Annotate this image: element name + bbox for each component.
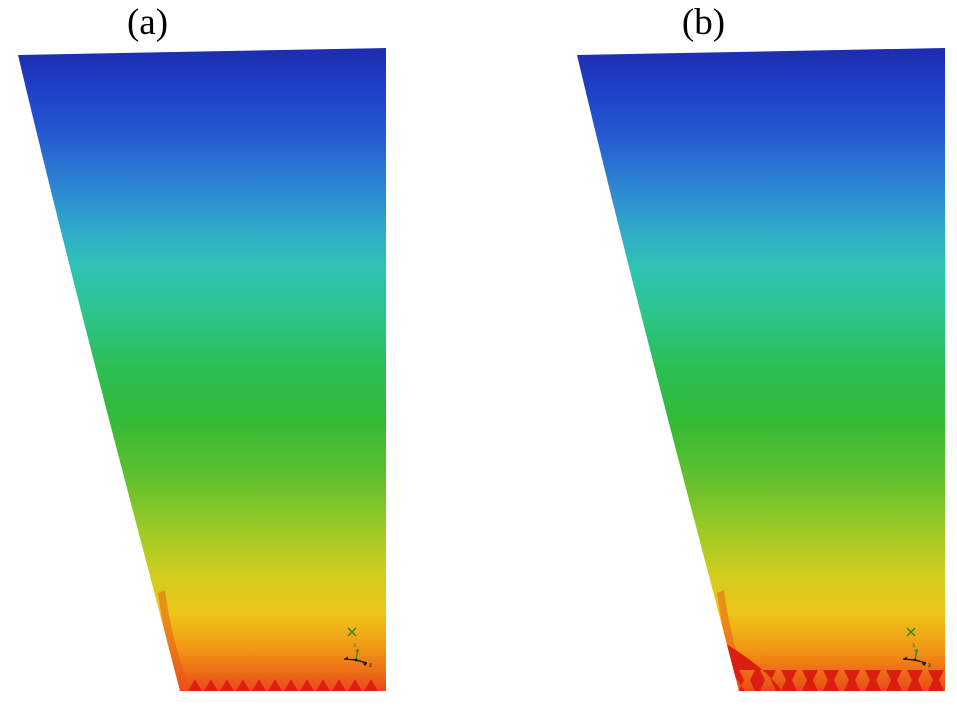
orientation-axes-icon: z x	[343, 641, 372, 669]
simulation-render-a: z x	[18, 48, 386, 691]
stress-concentration-artifacts-b	[707, 633, 944, 691]
panel-b: z x	[567, 48, 945, 691]
panel-label-b: (b)	[681, 2, 726, 43]
simulation-render-b: z x	[577, 48, 945, 691]
edge-stress-streak-a	[158, 590, 191, 691]
stress-concentration-artifacts-a	[188, 679, 378, 691]
axis-label-x: x	[912, 641, 916, 649]
contour-surface-a	[18, 48, 386, 691]
axis-label-z: z	[928, 661, 931, 669]
panel-a: z x	[8, 48, 386, 691]
orientation-axes-icon: z x	[902, 641, 931, 669]
panel-label-a: (a)	[126, 2, 169, 43]
axis-label-z: z	[369, 661, 372, 669]
edge-stress-streak-b	[717, 590, 750, 691]
axis-marker-icon	[347, 627, 357, 637]
axis-label-x: x	[353, 641, 357, 649]
axis-marker-icon	[906, 627, 916, 637]
contour-surface-b	[577, 48, 945, 691]
